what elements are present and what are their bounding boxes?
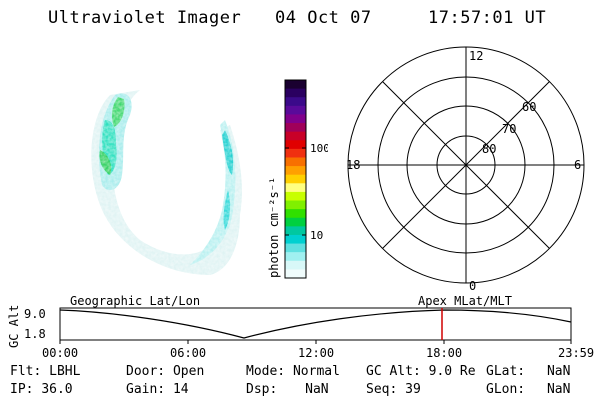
x-tick-0000: 00:00 <box>42 346 78 360</box>
colorbar-cell <box>285 114 306 124</box>
instrument-title: Ultraviolet Imager <box>48 8 242 28</box>
date-label: 04 Oct 07 <box>275 8 372 28</box>
x-tick-0600: 06:00 <box>170 346 206 360</box>
status-glon: GLon: NaN <box>486 382 571 397</box>
colorbar-tick-label-100: 100 <box>310 142 328 155</box>
colorbar-cell <box>285 252 306 262</box>
colorbar-cell <box>285 148 306 159</box>
colorbar-tick-label-10: 10 <box>310 229 323 242</box>
colorbar-cell <box>285 88 306 98</box>
colorbar-cell <box>285 183 306 193</box>
colorbar: 100 10 photon cm⁻²s⁻¹ <box>268 79 328 279</box>
colorbar-cell <box>285 140 306 150</box>
status-seq: Seq: 39 <box>366 382 421 397</box>
x-tick-2359: 23:59 <box>558 346 594 360</box>
colorbar-cell <box>285 269 306 279</box>
colorbar-cell <box>285 226 306 236</box>
timeline-frame <box>59 307 572 341</box>
colorbar-cell <box>285 174 306 184</box>
gc-alt-curve <box>59 309 572 339</box>
geo-latlon-label: Geographic Lat/Lon <box>70 294 201 308</box>
status-glat: GLat: NaN <box>486 364 571 379</box>
time-label: 17:57:01 UT <box>428 8 547 28</box>
mlt-label-18: 18 <box>346 158 360 172</box>
mlt-label-6: 6 <box>574 158 581 172</box>
colorbar-cell <box>285 209 306 219</box>
lat-label-80: 80 <box>482 142 496 156</box>
y-tick-label-9: 9.0 <box>24 307 46 321</box>
colorbar-cell <box>285 234 306 245</box>
y-tick-label-1.8: 1.8 <box>24 327 46 341</box>
polar-grid: 12 18 6 0 80 70 60 <box>346 46 585 293</box>
apex-mlat-label: Apex MLat/MLT <box>418 294 512 308</box>
status-gain: Gain: 14 <box>126 382 189 397</box>
colorbar-cell <box>285 260 306 270</box>
colorbar-cell <box>285 157 306 167</box>
status-filter: Flt: LBHL <box>10 364 81 379</box>
auroral-image <box>80 75 255 280</box>
timeline-y-title: GC Alt <box>7 305 21 348</box>
lat-label-60: 60 <box>522 100 536 114</box>
status-mode: Mode: Normal <box>246 364 340 379</box>
colorbar-cell <box>285 80 306 90</box>
colorbar-frame <box>284 79 307 279</box>
colorbar-cell <box>285 166 306 176</box>
colorbar-cell <box>285 97 306 107</box>
mlt-label-12: 12 <box>469 49 483 63</box>
status-gc-alt: GC Alt: 9.0 Re <box>366 364 476 379</box>
lat-label-70: 70 <box>502 122 516 136</box>
status-door: Door: Open <box>126 364 205 379</box>
colorbar-cell <box>285 191 306 202</box>
status-ip: IP: 36.0 <box>10 382 73 397</box>
x-tick-1800: 18:00 <box>426 346 462 360</box>
colorbar-unit-label: photon cm⁻²s⁻¹ <box>268 177 281 278</box>
colorbar-cell <box>285 123 306 133</box>
colorbar-cell <box>285 217 306 227</box>
orbit-timeline: GC Alt 9.0 1.8 00:00 06:00 12:00 18:00 2… <box>7 305 594 360</box>
colorbar-cell <box>285 131 306 141</box>
grid-line-diag-2 <box>382 81 550 249</box>
mlt-label-0: 0 <box>469 279 476 293</box>
colorbar-cells <box>285 80 306 279</box>
colorbar-cell <box>285 200 306 210</box>
x-tick-1200: 12:00 <box>298 346 334 360</box>
status-dsp: Dsp: NaN <box>246 382 329 397</box>
colorbar-cell <box>285 105 306 116</box>
colorbar-cell <box>285 243 306 253</box>
